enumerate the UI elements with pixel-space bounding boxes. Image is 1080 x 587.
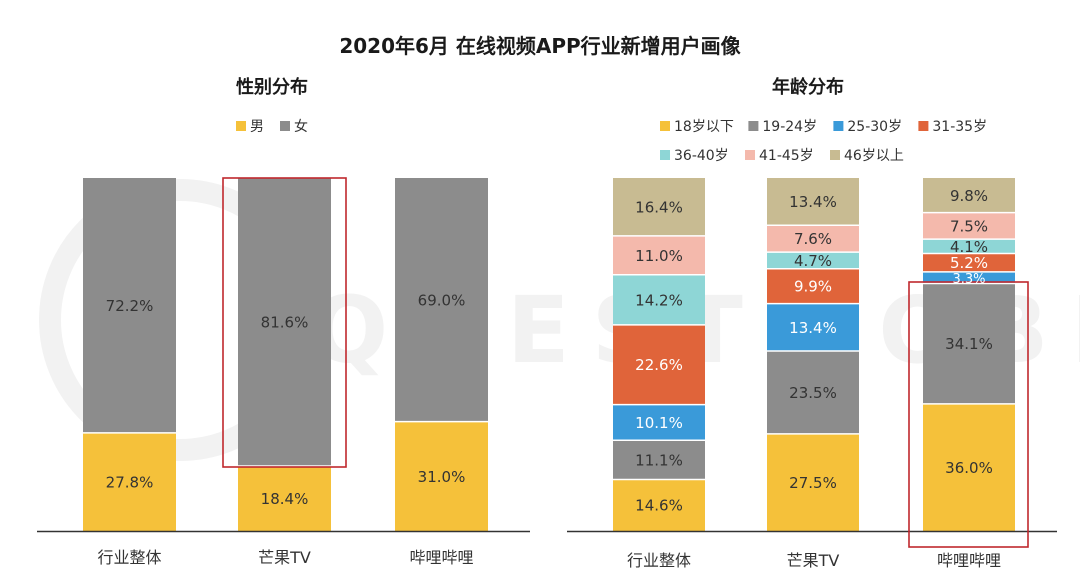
legend-swatch-age-4 xyxy=(660,150,670,160)
page-title: 2020年6月 在线视频APP行业新增用户画像 xyxy=(339,34,741,58)
legend-swatch-age-0 xyxy=(660,121,670,131)
legend-swatch-age-5 xyxy=(745,150,755,160)
bar-segment-age-1-2 xyxy=(767,303,859,351)
data-label-age-1-0: 27.5% xyxy=(789,474,837,492)
highlight-box-gender xyxy=(222,177,347,468)
bar-segment-age-0-6 xyxy=(613,178,705,236)
data-label-age-0-2: 10.1% xyxy=(635,414,683,432)
data-label-age-1-2: 13.4% xyxy=(789,319,837,337)
bar-segment-gender-2-1 xyxy=(395,178,488,422)
data-label-age-0-3: 22.6% xyxy=(635,356,683,374)
bar-segment-age-2-2 xyxy=(923,271,1015,284)
bar-segment-age-1-0 xyxy=(767,433,859,531)
bar-segment-age-2-5 xyxy=(923,212,1015,240)
data-label-age-2-2: 3.3% xyxy=(952,272,985,287)
legend-label-gender-0: 男 xyxy=(250,119,264,135)
bar-segment-age-1-4 xyxy=(767,252,859,269)
bar-segment-gender-1-0 xyxy=(238,466,331,531)
category-label-gender-0: 行业整体 xyxy=(97,548,161,567)
bar-segment-gender-0-0 xyxy=(83,432,176,531)
data-label-age-0-1: 11.1% xyxy=(635,451,683,469)
legend-swatch-gender-0 xyxy=(236,121,246,131)
bar-segment-age-1-5 xyxy=(767,225,859,253)
bar-segment-age-0-2 xyxy=(613,404,705,441)
bar-segment-age-2-6 xyxy=(923,178,1015,213)
data-label-gender-2-0: 31.0% xyxy=(418,468,466,486)
category-label-gender-2: 哔哩哔哩 xyxy=(409,548,473,567)
data-label-age-1-6: 13.4% xyxy=(789,193,837,211)
data-label-gender-1-1: 81.6% xyxy=(261,314,309,332)
legend-label-age-3: 31-35岁 xyxy=(932,119,987,135)
legend-label-age-5: 41-45岁 xyxy=(759,148,814,164)
bar-segment-gender-2-0 xyxy=(395,421,488,531)
bar-segment-age-0-5 xyxy=(613,235,705,275)
data-label-age-2-5: 7.5% xyxy=(950,217,988,235)
bar-segment-age-0-3 xyxy=(613,324,705,405)
data-label-gender-0-0: 27.8% xyxy=(106,473,154,491)
data-label-gender-1-0: 18.4% xyxy=(261,490,309,508)
bar-segment-age-1-3 xyxy=(767,268,859,304)
data-label-age-1-5: 7.6% xyxy=(794,230,832,248)
data-label-age-0-6: 16.4% xyxy=(635,198,683,216)
bar-segment-age-0-1 xyxy=(613,440,705,480)
data-label-age-0-4: 14.2% xyxy=(635,291,683,309)
bar-segment-age-2-4 xyxy=(923,239,1015,254)
bar-segment-age-1-6 xyxy=(767,178,859,226)
data-label-age-1-3: 9.9% xyxy=(794,278,832,296)
gender-chart-title: 性别分布 xyxy=(236,76,308,98)
age-chart-title: 年龄分布 xyxy=(772,76,844,98)
bar-segment-age-2-0 xyxy=(923,403,1015,531)
data-label-age-2-0: 36.0% xyxy=(945,459,993,477)
legend-swatch-gender-1 xyxy=(280,121,290,131)
legend-label-gender-1: 女 xyxy=(294,118,308,135)
category-label-age-0: 行业整体 xyxy=(627,551,691,570)
bar-segment-age-2-3 xyxy=(923,253,1015,272)
legend-label-age-6: 46岁以上 xyxy=(844,148,904,164)
data-label-age-1-4: 4.7% xyxy=(794,252,832,270)
data-label-age-2-4: 4.1% xyxy=(950,238,988,256)
legend-swatch-age-2 xyxy=(833,121,844,131)
legend-label-age-1: 19-24岁 xyxy=(762,119,817,135)
legend-label-age-0: 18岁以下 xyxy=(674,119,734,135)
legend-swatch-age-6 xyxy=(830,150,840,160)
bar-segment-age-0-4 xyxy=(613,274,705,325)
bar-segment-age-1-1 xyxy=(767,350,859,434)
bar-segment-gender-0-1 xyxy=(83,178,176,433)
gender-chart xyxy=(37,177,530,533)
data-label-age-2-3: 5.2% xyxy=(950,254,988,272)
data-label-gender-0-1: 72.2% xyxy=(106,297,154,315)
category-label-gender-1: 芒果TV xyxy=(258,548,311,567)
data-label-age-2-1: 34.1% xyxy=(945,335,993,353)
category-label-age-2: 哔哩哔哩 xyxy=(937,551,1001,570)
data-label-age-2-6: 9.8% xyxy=(950,187,988,205)
legend-swatch-age-3 xyxy=(918,121,929,131)
bar-segment-age-2-1 xyxy=(923,283,1015,404)
data-label-age-1-1: 23.5% xyxy=(789,384,837,402)
bar-segment-age-0-0 xyxy=(613,479,705,531)
legend-label-age-2: 25-30岁 xyxy=(847,119,902,135)
data-label-gender-2-1: 69.0% xyxy=(418,291,466,309)
age-chart xyxy=(567,178,1057,548)
highlight-box-age xyxy=(908,281,1029,548)
bar-segment-gender-1-1 xyxy=(238,178,331,467)
legend-swatch-age-1 xyxy=(748,121,759,131)
data-label-age-0-5: 11.0% xyxy=(635,247,683,265)
data-label-age-0-0: 14.6% xyxy=(635,497,683,515)
legend-label-age-4: 36-40岁 xyxy=(674,148,729,164)
category-label-age-1: 芒果TV xyxy=(787,551,840,570)
